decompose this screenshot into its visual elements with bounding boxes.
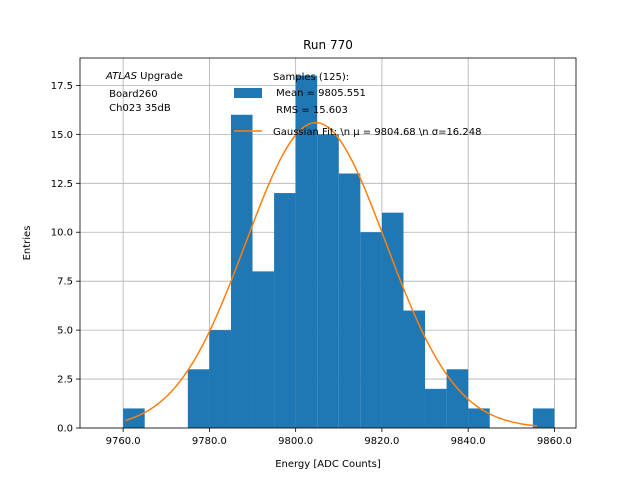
atlas-label: ATLAS <box>105 71 138 82</box>
chart-title: Run 770 <box>303 38 353 52</box>
histogram-bar-19 <box>532 408 555 428</box>
x-axis-label: Energy [ADC Counts] <box>275 459 381 470</box>
histogram-bar-6 <box>252 271 275 428</box>
histogram-bar-15 <box>446 369 469 428</box>
board-annotation: Board260 <box>106 89 158 100</box>
histogram-bar-3 <box>187 369 210 428</box>
legend-samples-mean: Mean = 9805.551 <box>273 88 366 99</box>
histogram-bar-10 <box>338 173 361 428</box>
x-tick-label-3: 9820.0 <box>364 436 399 447</box>
y-tick-label-5: 12.5 <box>51 179 73 190</box>
y-axis-ticks: 0.0 2.5 5.0 7.5 10.0 12.5 15.0 17.5 <box>51 81 80 435</box>
histogram-bar-11 <box>360 232 382 428</box>
y-tick-label-1: 2.5 <box>57 375 73 386</box>
histogram-bar-13 <box>403 310 426 428</box>
legend-samples-patch <box>234 88 262 98</box>
x-tick-label-4: 9840.0 <box>451 436 486 447</box>
x-tick-label-2: 9800.0 <box>278 436 313 447</box>
legend-samples-title: Samples (125): <box>273 72 349 83</box>
plot-frame <box>79 57 577 429</box>
gaussian-fit-line <box>125 121 538 427</box>
y-tick-label-4: 10.0 <box>51 228 73 239</box>
legend: Samples (125): Mean = 9805.551 RMS = 15.… <box>234 72 481 138</box>
atlas-annotation: ATLAS Upgrade <box>105 71 183 82</box>
channel-annotation: Ch023 35dB <box>106 103 171 114</box>
histogram-bar-12 <box>381 212 404 428</box>
histogram-bar-9 <box>317 134 339 428</box>
x-tick-label-0: 9760.0 <box>106 436 141 447</box>
y-tick-label-2: 5.0 <box>57 326 73 337</box>
y-tick-label-6: 15.0 <box>51 130 73 141</box>
fit-curve-layer <box>125 121 538 427</box>
histogram-bar-8 <box>295 75 318 428</box>
legend-fit-label: Gaussian Fit: \n μ = 9804.68 \n σ=16.248 <box>273 127 481 138</box>
y-axis-label: Entries <box>22 226 33 261</box>
x-axis-ticks: 9760.0 9780.0 9800.0 9820.0 9840.0 9860.0 <box>106 428 572 447</box>
y-tick-label-7: 17.5 <box>51 81 73 92</box>
upgrade-label: Upgrade <box>137 71 183 82</box>
legend-samples-rms: RMS = 15.603 <box>273 105 348 116</box>
histogram-bar-5 <box>230 114 253 428</box>
histogram-bar-7 <box>274 193 296 428</box>
histogram-bar-4 <box>209 330 231 428</box>
y-tick-label-0: 0.0 <box>57 424 73 435</box>
x-tick-label-5: 9860.0 <box>537 436 572 447</box>
x-tick-label-1: 9780.0 <box>192 436 227 447</box>
histogram-bars <box>123 75 555 428</box>
histogram-bar-16 <box>468 408 490 428</box>
y-tick-label-3: 7.5 <box>57 277 73 288</box>
histogram-bar-14 <box>425 388 447 428</box>
